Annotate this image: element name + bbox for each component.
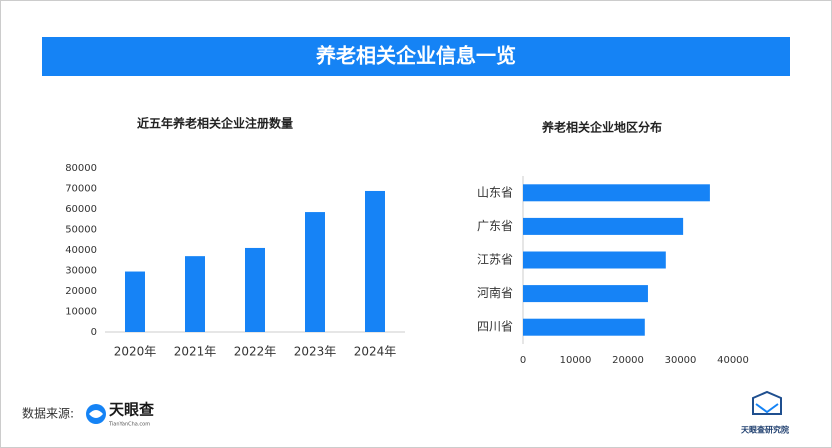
x-tick-label: 2024年	[354, 345, 397, 359]
x-tick-label: 30000	[665, 355, 697, 366]
x-tick-label: 40000	[717, 355, 749, 366]
institute-icon-mark	[755, 403, 779, 414]
x-tick-label: 2023年	[294, 345, 337, 359]
y-tick-label: 30000	[65, 266, 97, 277]
y-tick-label: 10000	[65, 307, 97, 318]
y-tick-label: 20000	[65, 286, 97, 297]
bar	[523, 184, 710, 202]
logo-name: 天眼查	[109, 401, 155, 419]
y-tick-label: 80000	[65, 163, 97, 174]
y-tick-label: 40000	[65, 245, 97, 256]
y-tick-label: 山东省	[477, 185, 513, 199]
institute-name: 天眼查研究院	[741, 425, 789, 435]
y-tick-label: 河南省	[477, 285, 513, 300]
banner	[42, 37, 790, 76]
x-tick-label: 2022年	[234, 345, 277, 359]
bar	[523, 285, 648, 303]
y-tick-label: 广东省	[477, 219, 513, 233]
y-tick-label: 0	[91, 327, 97, 338]
bar	[523, 217, 684, 235]
chart-title: 养老相关企业地区分布	[541, 120, 662, 135]
x-tick-label: 2020年	[114, 345, 157, 359]
bar	[185, 256, 205, 332]
x-tick-label: 10000	[560, 355, 592, 366]
y-tick-label: 四川省	[477, 320, 513, 334]
y-tick-label: 江苏省	[477, 253, 513, 267]
x-tick-label: 0	[520, 355, 526, 366]
bar	[365, 190, 385, 332]
logo-eye	[89, 410, 103, 418]
x-tick-label: 20000	[612, 355, 644, 366]
banner-title: 养老相关企业信息一览	[315, 44, 516, 68]
logo-url: TianYanCha.com	[108, 422, 150, 428]
x-tick-label: 2021年	[174, 345, 217, 359]
bar	[523, 318, 645, 336]
bar	[523, 251, 666, 269]
y-tick-label: 70000	[65, 184, 97, 195]
y-tick-label: 60000	[65, 204, 97, 215]
bar	[245, 247, 265, 332]
institute-icon	[752, 390, 782, 415]
y-tick-label: 50000	[65, 225, 97, 236]
chart-title: 近五年养老相关企业注册数量	[137, 116, 293, 131]
source-label: 数据来源:	[22, 406, 74, 421]
bar	[305, 212, 325, 332]
bar	[125, 271, 145, 332]
